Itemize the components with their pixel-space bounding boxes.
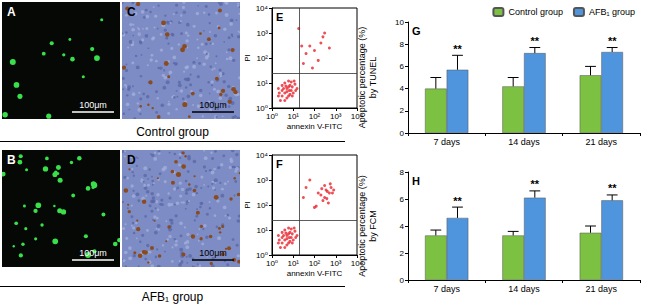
svg-text:2: 2	[400, 249, 405, 258]
svg-text:C: C	[127, 5, 136, 19]
svg-text:**: **	[531, 35, 540, 47]
svg-text:14 days: 14 days	[508, 137, 540, 147]
svg-text:**: **	[608, 35, 617, 47]
svg-text:10⁴: 10⁴	[351, 112, 364, 121]
svg-text:10¹: 10¹	[256, 79, 268, 88]
svg-text:10⁴: 10⁴	[351, 259, 364, 268]
svg-text:10²: 10²	[309, 259, 321, 268]
svg-text:10¹: 10¹	[256, 226, 268, 235]
svg-text:E: E	[276, 11, 283, 23]
svg-text:annexin V-FITC: annexin V-FITC	[287, 269, 343, 278]
svg-text:7 days: 7 days	[433, 284, 460, 294]
svg-text:D: D	[127, 153, 136, 167]
svg-text:**: **	[608, 182, 617, 194]
svg-text:10⁰: 10⁰	[255, 103, 268, 113]
svg-text:**: **	[453, 195, 462, 207]
svg-text:Apoptotic percentage (%): Apoptotic percentage (%)	[356, 26, 367, 129]
svg-text:Control group: Control group	[508, 7, 563, 17]
svg-text:4: 4	[400, 84, 405, 93]
svg-text:8: 8	[400, 168, 405, 177]
svg-text:4: 4	[400, 222, 405, 231]
svg-text:**: **	[453, 43, 462, 55]
svg-text:A: A	[7, 5, 16, 19]
svg-text:6: 6	[400, 62, 405, 71]
svg-text:10: 10	[395, 18, 404, 27]
svg-text:10²: 10²	[309, 112, 321, 121]
svg-text:8: 8	[400, 40, 405, 49]
svg-text:10³: 10³	[256, 29, 268, 38]
svg-text:10⁰: 10⁰	[266, 259, 278, 268]
svg-text:2: 2	[400, 106, 405, 115]
svg-text:100μm: 100μm	[199, 100, 227, 110]
svg-text:100μm: 100μm	[79, 248, 107, 258]
svg-text:100μm: 100μm	[79, 100, 107, 110]
svg-text:by FCM: by FCM	[368, 210, 378, 242]
svg-text:AFB₁ group: AFB₁ group	[589, 7, 635, 17]
html-text:AFB₁ group: AFB₁ group	[141, 290, 204, 304]
svg-text:6: 6	[400, 195, 405, 204]
svg-text:0: 0	[400, 276, 405, 285]
svg-text:10⁴: 10⁴	[256, 151, 269, 160]
svg-text:10¹: 10¹	[287, 259, 299, 268]
svg-text:G: G	[412, 25, 421, 37]
svg-text:Apoptotic percentage (%): Apoptotic percentage (%)	[356, 175, 367, 277]
svg-text:21 days: 21 days	[586, 284, 618, 294]
svg-text:PI: PI	[243, 201, 252, 209]
svg-text:**: **	[531, 178, 540, 190]
svg-text:H: H	[412, 175, 420, 187]
svg-text:10¹: 10¹	[287, 112, 299, 121]
svg-text:10⁴: 10⁴	[256, 4, 269, 13]
svg-text:7 days: 7 days	[433, 137, 460, 147]
svg-text:F: F	[276, 158, 283, 170]
svg-text:14 days: 14 days	[508, 284, 540, 294]
svg-text:10³: 10³	[256, 176, 268, 185]
svg-text:10⁰: 10⁰	[266, 112, 278, 121]
svg-text:10⁰: 10⁰	[255, 250, 268, 260]
svg-text:10³: 10³	[330, 259, 342, 268]
svg-text:10²: 10²	[256, 201, 268, 210]
svg-text:annexin V-FITC: annexin V-FITC	[287, 122, 343, 131]
svg-text:10²: 10²	[256, 54, 268, 63]
html-text:Control group: Control group	[136, 125, 209, 139]
svg-text:PI: PI	[243, 54, 252, 62]
svg-text:21 days: 21 days	[586, 137, 618, 147]
svg-text:100μm: 100μm	[199, 248, 227, 258]
svg-text:B: B	[7, 153, 16, 167]
svg-text:by TUNEL: by TUNEL	[368, 57, 378, 98]
svg-text:10³: 10³	[330, 112, 342, 121]
svg-text:0: 0	[400, 129, 405, 138]
